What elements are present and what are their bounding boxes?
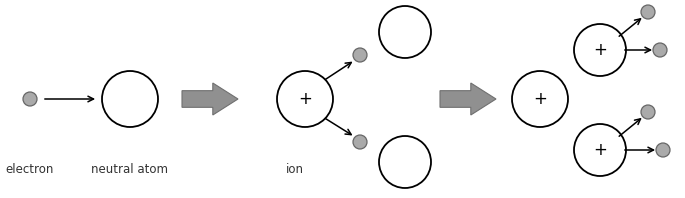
Ellipse shape [653,43,667,57]
Polygon shape [440,83,496,115]
Polygon shape [182,83,238,115]
Ellipse shape [656,143,670,157]
Ellipse shape [353,48,367,62]
Text: +: + [533,90,547,108]
Text: +: + [593,141,607,159]
Ellipse shape [379,136,431,188]
Ellipse shape [277,71,333,127]
Text: +: + [298,90,312,108]
Ellipse shape [353,135,367,149]
Text: ion: ion [286,163,304,176]
Ellipse shape [512,71,568,127]
Ellipse shape [379,6,431,58]
Text: neutral atom: neutral atom [92,163,169,176]
Ellipse shape [102,71,158,127]
Text: +: + [593,41,607,59]
Ellipse shape [574,124,626,176]
Text: electron: electron [5,163,54,176]
Ellipse shape [23,92,37,106]
Ellipse shape [574,24,626,76]
Ellipse shape [641,5,655,19]
Ellipse shape [641,105,655,119]
